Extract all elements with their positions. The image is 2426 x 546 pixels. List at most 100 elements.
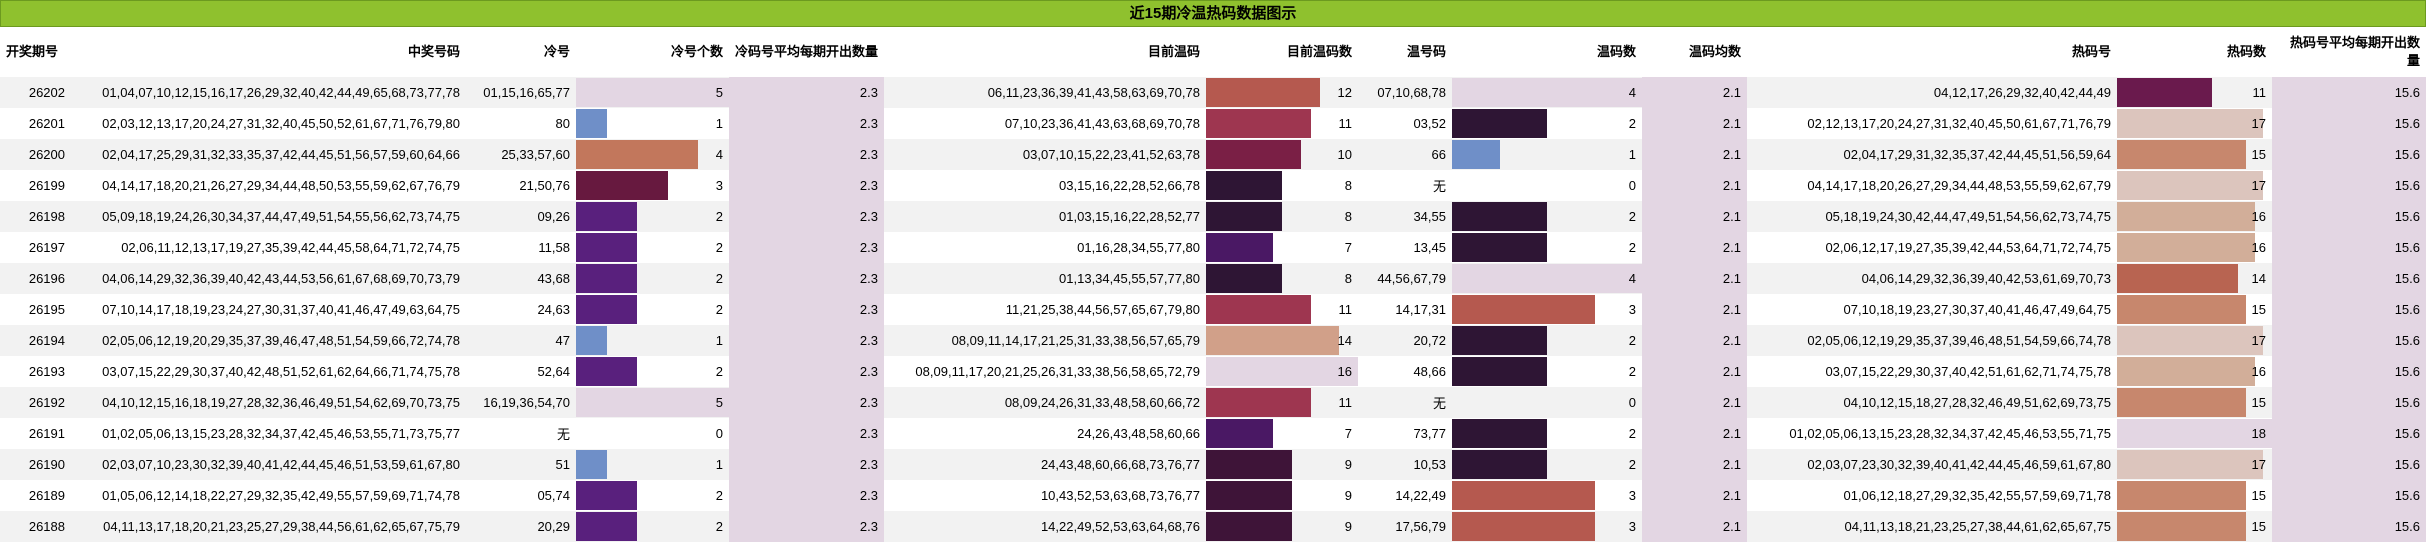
warm-avg-cell: 2.1 — [1642, 356, 1747, 387]
hot-count-cell: 16 — [2117, 232, 2272, 263]
current-warm-count-cell-bar — [1206, 512, 1292, 541]
current-warm-count-cell-bar — [1206, 357, 1358, 386]
hot-count-cell-bar — [2117, 78, 2212, 107]
hot-count-cell-value: 18 — [2251, 426, 2266, 441]
current-warm-count-cell: 9 — [1206, 449, 1358, 480]
cold-numbers-cell: 20,29 — [466, 511, 576, 542]
current-warm-count-cell-bar — [1206, 326, 1339, 355]
hot-count-cell: 15 — [2117, 294, 2272, 325]
warm-count-cell-value: 2 — [1628, 209, 1636, 224]
current-warm-count-cell: 9 — [1206, 480, 1358, 511]
warm-count-cell-value: 3 — [1628, 519, 1636, 534]
hot-count-cell-bar — [2117, 326, 2264, 355]
table-row: 26190 02,03,07,10,23,30,32,39,40,41,42,44… — [0, 449, 2426, 480]
current-warm-count-cell-value: 16 — [1337, 364, 1352, 379]
warm-count-cell-bar — [1452, 419, 1547, 448]
hot-avg-cell: 15.6 — [2272, 232, 2426, 263]
current-warm-count-cell: 10 — [1206, 139, 1358, 170]
warm-count-cell-bar — [1452, 202, 1547, 231]
hot-count-cell-value: 15 — [2251, 147, 2266, 162]
hot-count-cell-bar — [2117, 450, 2264, 479]
cold-numbers-cell: 52,64 — [466, 356, 576, 387]
current-warm-cell: 24,43,48,60,66,68,73,76,77 — [884, 449, 1206, 480]
hot-count-cell-value: 17 — [2251, 457, 2266, 472]
warm-avg-cell: 2.1 — [1642, 263, 1747, 294]
draw-numbers-cell: 02,06,11,12,13,17,19,27,35,39,42,44,45,5… — [71, 232, 466, 263]
warm-count-cell-bar — [1452, 481, 1595, 510]
warm-count-cell: 2 — [1452, 325, 1642, 356]
warm-count-cell: 2 — [1452, 418, 1642, 449]
warm-numbers-cell: 48,66 — [1358, 356, 1452, 387]
table-body: 26202 01,04,07,10,12,15,16,17,26,29,32,40… — [0, 77, 2426, 542]
cold-count-cell: 2 — [576, 480, 729, 511]
cold-numbers-cell: 43,68 — [466, 263, 576, 294]
current-warm-count-cell-bar — [1206, 388, 1311, 417]
cold-avg-cell: 2.3 — [729, 356, 884, 387]
hot-count-cell-value: 11 — [2252, 85, 2267, 100]
cold-count-cell-value: 5 — [715, 395, 723, 410]
cold-count-cell: 2 — [576, 201, 729, 232]
cold-count-cell-value: 2 — [715, 488, 723, 503]
cold-avg-cell: 2.3 — [729, 511, 884, 542]
warm-avg-cell: 2.1 — [1642, 139, 1747, 170]
warm-count-cell-value: 2 — [1628, 364, 1636, 379]
hot-count-cell-bar — [2117, 109, 2264, 138]
header-draw: 中奖号码 — [407, 44, 460, 59]
warm-avg-cell: 2.1 — [1642, 108, 1747, 139]
issue-cell: 26199 — [0, 170, 71, 201]
current-warm-count-cell-bar — [1206, 481, 1292, 510]
warm-numbers-cell: 14,17,31 — [1358, 294, 1452, 325]
cold-count-cell-value: 1 — [715, 457, 723, 472]
warm-count-cell-bar — [1452, 264, 1642, 293]
warm-count-cell-value: 2 — [1628, 333, 1636, 348]
warm-avg-cell: 2.1 — [1642, 511, 1747, 542]
hot-avg-cell: 15.6 — [2272, 511, 2426, 542]
warm-numbers-cell: 07,10,68,78 — [1358, 77, 1452, 108]
current-warm-count-cell: 9 — [1206, 511, 1358, 542]
warm-numbers-cell: 20,72 — [1358, 325, 1452, 356]
warm-numbers-cell: 73,77 — [1358, 418, 1452, 449]
current-warm-cell: 07,10,23,36,41,43,63,68,69,70,78 — [884, 108, 1206, 139]
current-warm-cell: 06,11,23,36,39,41,43,58,63,69,70,78 — [884, 77, 1206, 108]
cold-count-cell-value: 3 — [715, 178, 723, 193]
warm-numbers-cell: 03,52 — [1358, 108, 1452, 139]
warm-numbers-cell: 44,56,67,79 — [1358, 263, 1452, 294]
warm-count-cell: 1 — [1452, 139, 1642, 170]
cold-numbers-cell: 25,33,57,60 — [466, 139, 576, 170]
current-warm-count-cell: 11 — [1206, 387, 1358, 418]
cold-numbers-cell: 47 — [466, 325, 576, 356]
warm-avg-cell: 2.1 — [1642, 325, 1747, 356]
warm-numbers-cell: 13,45 — [1358, 232, 1452, 263]
table-row: 26192 04,10,12,15,16,18,19,27,28,32,36,46… — [0, 387, 2426, 418]
cold-count-cell-value: 0 — [715, 426, 723, 441]
table-row: 26189 01,05,06,12,14,18,22,27,29,32,35,42… — [0, 480, 2426, 511]
draw-numbers-cell: 02,04,17,25,29,31,32,33,35,37,42,44,45,5… — [71, 139, 466, 170]
hot-avg-cell: 15.6 — [2272, 263, 2426, 294]
cold-count-cell: 2 — [576, 294, 729, 325]
cold-count-cell: 1 — [576, 108, 729, 139]
cold-count-cell: 2 — [576, 263, 729, 294]
hot-count-cell-value: 16 — [2251, 364, 2266, 379]
page-title: 近15期冷温热码数据图示 — [0, 0, 2426, 27]
warm-count-cell-value: 2 — [1628, 426, 1636, 441]
hot-count-cell: 17 — [2117, 108, 2272, 139]
hot-numbers-cell: 04,06,14,29,32,36,39,40,42,53,61,69,70,7… — [1747, 263, 2117, 294]
cold-count-cell: 4 — [576, 139, 729, 170]
current-warm-count-cell-value: 9 — [1344, 457, 1352, 472]
hot-count-cell: 17 — [2117, 325, 2272, 356]
table-row: 26199 04,14,17,18,20,21,26,27,29,34,44,48… — [0, 170, 2426, 201]
header-warm: 温号码 — [1406, 44, 1446, 59]
hot-count-cell: 15 — [2117, 387, 2272, 418]
cold-count-cell-value: 2 — [715, 209, 723, 224]
issue-cell: 26194 — [0, 325, 71, 356]
header-cold: 冷号 — [543, 44, 570, 59]
hot-count-cell-value: 16 — [2251, 209, 2266, 224]
header-hot: 热码号 — [2071, 44, 2111, 59]
warm-count-cell: 4 — [1452, 77, 1642, 108]
draw-numbers-cell: 01,05,06,12,14,18,22,27,29,32,35,42,49,5… — [71, 480, 466, 511]
warm-count-cell: 2 — [1452, 449, 1642, 480]
draw-numbers-cell: 02,03,07,10,23,30,32,39,40,41,42,44,45,4… — [71, 449, 466, 480]
data-table: 开奖期号 中奖号码 冷号 冷号个数 冷码号平均每期开出数量 目前温码 目前温码数 温号码 温码数… — [0, 27, 2426, 542]
issue-cell: 26192 — [0, 387, 71, 418]
warm-count-cell-value: 2 — [1628, 240, 1636, 255]
